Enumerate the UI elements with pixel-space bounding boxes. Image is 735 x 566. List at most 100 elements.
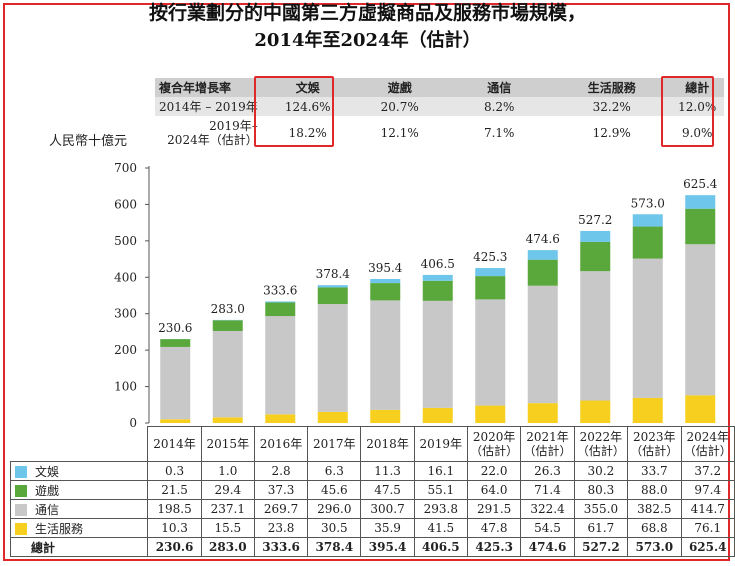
y-tick-label: 300 <box>114 307 137 321</box>
bar-segment-文娛 <box>422 274 453 281</box>
bar-segment-通信 <box>422 300 453 408</box>
data-cell: 97.4 <box>680 480 735 500</box>
bar-segment-文娛 <box>685 195 716 209</box>
category-label: 2018年 <box>360 426 415 462</box>
data-cell: 10.3 <box>147 518 202 538</box>
data-cell: 293.8 <box>413 499 468 519</box>
total-cell: 573.0 <box>627 537 682 557</box>
cagr-value: 18.2% <box>261 116 354 150</box>
bar-segment-遊戲 <box>685 208 716 245</box>
data-cell: 55.1 <box>413 480 468 500</box>
bar-segment-生活服務 <box>160 419 191 423</box>
total-cell: 283.0 <box>200 537 255 557</box>
cagr-row-label: 2019年– 2024年（估計） <box>155 116 262 150</box>
y-tick-label: 500 <box>114 234 137 248</box>
highlight-box-總計 <box>661 76 714 147</box>
bar-segment-遊戲 <box>317 287 348 305</box>
bar-segment-通信 <box>317 304 348 412</box>
legend-swatch-遊戲 <box>15 484 27 497</box>
cagr-value: 12.0% <box>670 97 724 116</box>
data-cell: 30.5 <box>307 518 362 538</box>
data-cell: 16.1 <box>413 461 468 481</box>
legend-label: 通信 <box>35 502 60 517</box>
data-cell: 68.8 <box>627 518 682 538</box>
total-cell: 395.4 <box>360 537 415 557</box>
data-cell: 6.3 <box>307 461 362 481</box>
bar-segment-生活服務 <box>475 405 506 423</box>
data-cell: 269.7 <box>253 499 309 519</box>
bar-segment-通信 <box>685 244 716 396</box>
bar-segment-生活服務 <box>370 409 401 423</box>
bar-segment-通信 <box>212 330 243 418</box>
bar-total-label: 406.5 <box>421 257 455 271</box>
bar-segment-通信 <box>370 300 401 410</box>
category-label-line: （估計） <box>630 444 679 458</box>
data-cell: 11.3 <box>360 461 415 481</box>
bar-segment-通信 <box>475 299 506 406</box>
cagr-row-2014-2019: 2014年 – 2019年 124.6% 20.7% 8.2% 32.2% 12… <box>155 97 724 116</box>
data-cell: 54.5 <box>520 518 575 538</box>
bar-segment-遊戲 <box>632 226 663 259</box>
data-cell: 291.5 <box>466 499 522 519</box>
bar-total-label: 474.6 <box>526 232 560 246</box>
y-tick-label: 100 <box>114 380 137 394</box>
data-cell: 1.0 <box>200 461 255 481</box>
bar-segment-通信 <box>160 346 191 420</box>
legend-swatch-生活服務 <box>15 522 27 535</box>
bar-segment-遊戲 <box>475 276 506 300</box>
total-cell: 333.6 <box>253 537 309 557</box>
data-cell: 2.8 <box>253 461 309 481</box>
cagr-header-總計: 總計 <box>670 78 724 97</box>
category-label: 2019年 <box>413 426 468 462</box>
stacked-bar-chart: 0 100 200 300 400 500 600 700 230.6 283.0 333.6 378… <box>114 161 718 430</box>
total-cell: 378.4 <box>307 537 362 557</box>
bar-segment-通信 <box>580 271 611 401</box>
cagr-table: 複合年增長率 文娛 遊戲 通信 生活服務 總計 2014年 – 2019年 12… <box>155 78 724 150</box>
data-cell: 198.5 <box>147 499 202 519</box>
cagr-header-row: 複合年增長率 文娛 遊戲 通信 生活服務 總計 <box>155 78 724 97</box>
y-tick-label: 600 <box>114 197 137 211</box>
data-cell: 322.4 <box>520 499 575 519</box>
data-cell: 23.8 <box>253 518 309 538</box>
legend-生活服務: 生活服務 <box>9 518 149 538</box>
unit-label: 人民幣十億元 <box>49 134 128 149</box>
bar-segment-文娛 <box>475 268 506 277</box>
total-cell: 425.3 <box>466 537 522 557</box>
category-label-line: （估計） <box>523 444 572 458</box>
cagr-value: 9.0% <box>670 116 724 150</box>
data-row-total: 總計 230.6 283.0 333.6 378.4 395.4 406.5 425.3 47… <box>9 537 735 557</box>
data-cell: 76.1 <box>680 518 735 538</box>
category-label: 2014年 <box>147 426 202 462</box>
bar-segment-文娛 <box>632 214 663 227</box>
category-label: 2015年 <box>200 426 255 462</box>
category-label: 2017年 <box>307 426 362 462</box>
category-label-line: （估計） <box>576 444 625 458</box>
cagr-header-文娛: 文娛 <box>261 78 354 97</box>
category-label-line: （估計） <box>470 444 519 458</box>
highlight-box-文娛 <box>254 76 334 147</box>
category-label-line: 2022年 <box>579 430 623 444</box>
bar-segment-遊戲 <box>265 302 296 317</box>
y-tick-label: 0 <box>129 416 137 430</box>
total-cell: 406.5 <box>413 537 468 557</box>
highlight-frame <box>3 3 730 561</box>
bar-total-label: 425.3 <box>473 250 507 264</box>
data-cell: 382.5 <box>627 499 682 519</box>
data-cell: 30.2 <box>573 461 629 481</box>
data-row-生活服務: 生活服務 10.3 15.5 23.8 30.5 35.9 41.5 47.8 54.5 61.… <box>9 518 735 538</box>
data-cell: 15.5 <box>200 518 255 538</box>
bar-total-label: 230.6 <box>158 321 192 335</box>
category-label-line: 2024年 <box>686 430 730 444</box>
cagr-value: 8.2% <box>445 97 553 116</box>
category-label-line: 2023年 <box>633 430 676 444</box>
y-tick-label: 200 <box>114 343 137 357</box>
bar-segment-生活服務 <box>265 414 296 423</box>
chart-title: 按行業劃分的中國第三方虛擬商品及服務市場規模， <box>148 2 586 24</box>
cagr-value: 12.9% <box>552 116 671 150</box>
data-cell: 35.9 <box>360 518 415 538</box>
total-cell: 527.2 <box>573 537 629 557</box>
bar-segment-生活服務 <box>632 397 663 423</box>
cagr-value: 12.1% <box>353 116 446 150</box>
cagr-header-label: 複合年增長率 <box>155 78 262 97</box>
bar-segment-文娛 <box>527 250 558 260</box>
